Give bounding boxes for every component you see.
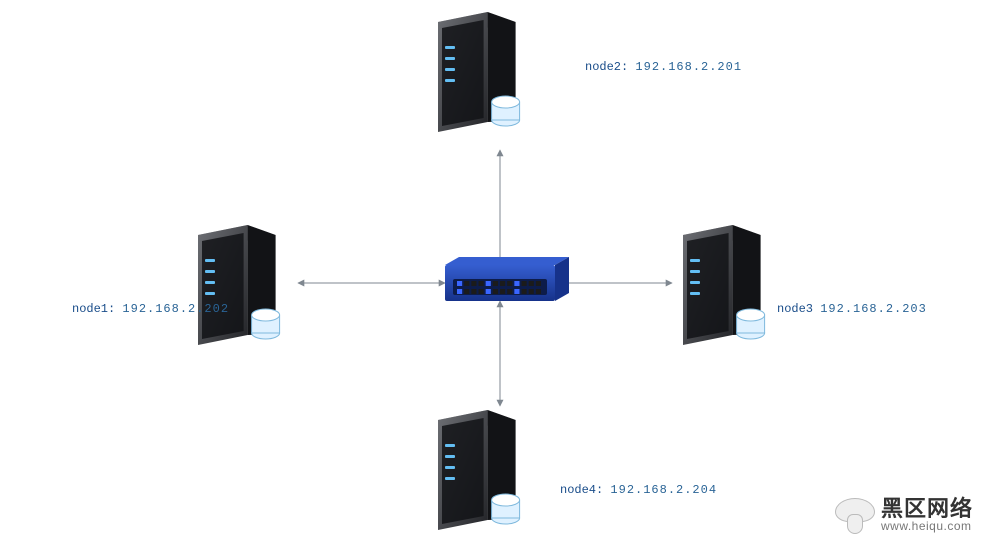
- watermark-logo-icon: [833, 496, 875, 534]
- node3-label: node3 192.168.2.203: [777, 302, 927, 316]
- node3-ip: 192.168.2.203: [820, 302, 927, 316]
- node4-key: node4:: [560, 483, 603, 497]
- server-node4: [438, 410, 520, 530]
- watermark-subtitle: www.heiqu.com: [881, 520, 973, 533]
- node1-ip: 192.168.2.202: [122, 302, 229, 316]
- node1-key: node1:: [72, 302, 115, 316]
- node4-label: node4: 192.168.2.204: [560, 483, 717, 497]
- server-node3: [683, 225, 765, 345]
- node2-ip: 192.168.2.201: [635, 60, 742, 74]
- switch-icon: [445, 257, 569, 301]
- node2-key: node2:: [585, 60, 628, 74]
- watermark: 黑区网络 www.heiqu.com: [833, 496, 973, 534]
- node2-label: node2: 192.168.2.201: [585, 60, 742, 74]
- server-node2: [438, 12, 520, 132]
- node4-ip: 192.168.2.204: [610, 483, 717, 497]
- diagram-canvas: node1: 192.168.2.202 node2: 192.168.2.20…: [0, 0, 981, 542]
- watermark-title: 黑区网络: [881, 497, 973, 520]
- node1-label: node1: 192.168.2.202: [72, 302, 229, 316]
- node3-key: node3: [777, 302, 813, 316]
- watermark-text: 黑区网络 www.heiqu.com: [881, 497, 973, 533]
- server-node1: [198, 225, 280, 345]
- network-svg: [0, 0, 981, 542]
